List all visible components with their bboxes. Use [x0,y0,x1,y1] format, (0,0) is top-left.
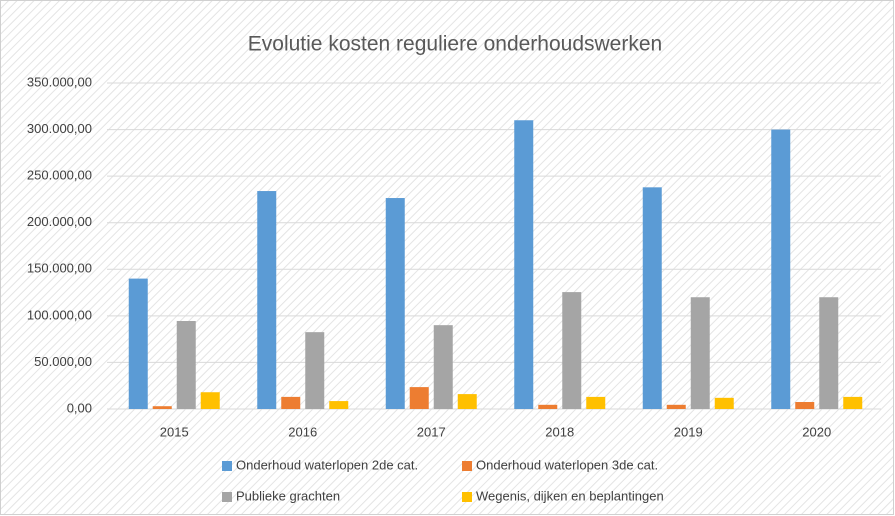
bar [128,278,148,409]
y-tick-label: 50.000,00 [34,354,92,369]
legend-label: Wegenis, dijken en beplantingen [476,488,664,503]
y-tick-label: 200.000,00 [27,214,92,229]
legend-swatch [462,492,472,502]
bar [843,396,863,409]
bar [819,297,839,409]
bar [714,397,734,409]
legend-label: Onderhoud waterlopen 2de cat. [236,457,418,472]
legend-swatch [462,461,472,471]
y-tick-label: 300.000,00 [27,121,92,136]
x-tick-label: 2018 [545,424,574,439]
bar [586,396,606,409]
bar [305,332,325,409]
bar [642,187,662,409]
x-tick-label: 2017 [417,424,446,439]
x-tick-label: 2016 [288,424,317,439]
bar [176,320,196,409]
bar [538,404,558,409]
y-tick-label: 0,00 [67,400,92,415]
x-tick-label: 2015 [160,424,189,439]
bar [200,392,220,409]
y-tick-label: 100.000,00 [27,307,92,322]
legend-swatch [222,492,232,502]
legend-swatch [222,461,232,471]
x-tick-label: 2020 [802,424,831,439]
bar [690,297,710,409]
y-tick-label: 350.000,00 [27,74,92,89]
legend-label: Publieke grachten [236,488,340,503]
bar [771,129,791,410]
y-tick-label: 250.000,00 [27,168,92,183]
bar [666,404,686,409]
bar [281,396,301,409]
bar [457,394,477,409]
legend-label: Onderhoud waterlopen 3de cat. [476,457,658,472]
y-tick-label: 150.000,00 [27,261,92,276]
bar [433,325,453,409]
bar [385,198,405,409]
bar [257,191,277,409]
bar [795,402,815,409]
chart-title: Evolutie kosten reguliere onderhoudswerk… [248,33,662,56]
bar [329,401,349,409]
x-tick-label: 2019 [674,424,703,439]
bar [409,387,429,409]
bar [152,406,172,409]
bar [514,120,534,409]
bar [562,292,582,409]
